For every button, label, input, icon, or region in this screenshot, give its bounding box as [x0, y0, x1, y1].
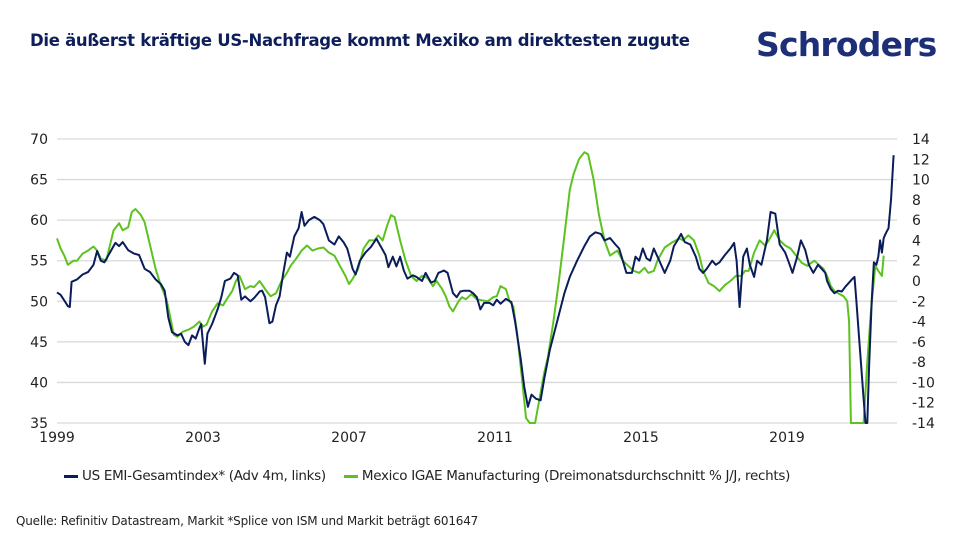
series-lines: [56, 151, 895, 424]
y-tick-right--4: -4: [912, 315, 926, 331]
y-tick-right-14: 14: [912, 132, 930, 148]
series-line-mexico-igae: [56, 151, 885, 424]
y-axis-left: 70 65 60 55 50 45 40 35: [30, 132, 48, 432]
y-tick-left-55: 55: [30, 254, 48, 270]
y-tick-right--14: -14: [912, 416, 935, 432]
y-tick-left-40: 40: [30, 375, 48, 391]
y-tick-left-50: 50: [30, 294, 48, 310]
y-tick-right--2: -2: [912, 294, 926, 310]
y-tick-right--6: -6: [912, 335, 926, 351]
legend: US EMI-Gesamtindex* (Adv 4m, links) Mexi…: [64, 468, 808, 484]
y-tick-right-2: 2: [912, 254, 921, 270]
x-tick-2003: 2003: [185, 430, 221, 446]
x-tick-2019: 2019: [769, 430, 805, 446]
legend-label-us: US EMI-Gesamtindex* (Adv 4m, links): [82, 468, 326, 484]
y-tick-right-10: 10: [912, 173, 930, 189]
y-tick-right-0: 0: [912, 274, 921, 290]
x-tick-2011: 2011: [477, 430, 513, 446]
chart-title: Die äußerst kräftige US-Nachfrage kommt …: [30, 31, 690, 50]
y-tick-left-70: 70: [30, 132, 48, 148]
schroders-logo: Schroders: [756, 25, 937, 64]
y-tick-right--8: -8: [912, 355, 926, 371]
y-tick-right-6: 6: [912, 213, 921, 229]
y-tick-left-45: 45: [30, 335, 48, 351]
x-tick-2015: 2015: [623, 430, 659, 446]
y-tick-right-8: 8: [912, 193, 921, 209]
y-tick-left-60: 60: [30, 213, 48, 229]
source-note: Quelle: Refinitiv Datastream, Markit *Sp…: [16, 514, 479, 528]
legend-label-mexico: Mexico IGAE Manufacturing (Dreimonatsdur…: [361, 468, 791, 484]
legend-swatch-mexico: [343, 474, 358, 478]
x-tick-2007: 2007: [331, 430, 367, 446]
y-tick-right-4: 4: [912, 233, 921, 249]
y-tick-right--12: -12: [912, 396, 935, 412]
legend-swatch-us: [64, 474, 78, 478]
y-axis-right: 14 12 10 8 6 4 2 0 -2 -4 -6 -8 -10 -12 -14: [912, 132, 935, 432]
series-line-us-emi: [56, 155, 895, 424]
legend-item-us[interactable]: US EMI-Gesamtindex* (Adv 4m, links): [64, 468, 326, 484]
legend-item-mexico[interactable]: Mexico IGAE Manufacturing (Dreimonatsdur…: [343, 468, 791, 484]
y-tick-right--10: -10: [912, 375, 935, 391]
x-tick-1999: 1999: [39, 430, 75, 446]
y-tick-left-65: 65: [30, 173, 48, 189]
x-axis: 1999 2003 2007 2011 2015 2019: [39, 430, 805, 446]
y-tick-left-35: 35: [30, 416, 48, 432]
gridlines: [57, 138, 897, 424]
y-tick-right-12: 12: [912, 152, 930, 168]
